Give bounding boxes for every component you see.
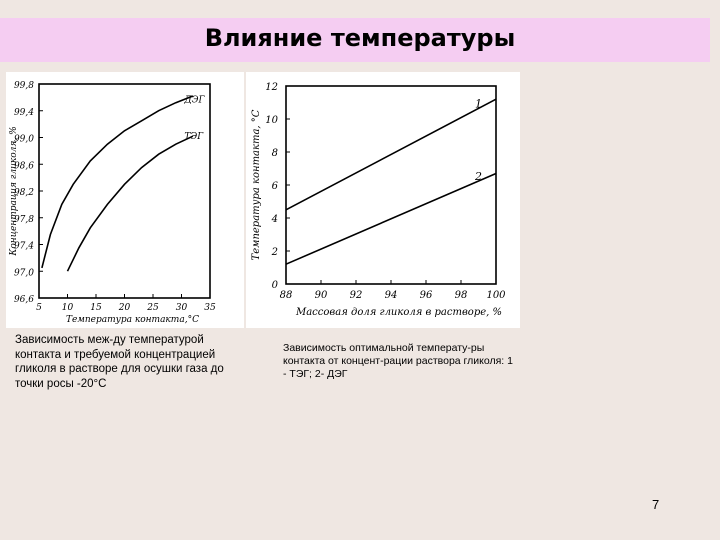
- series-label: ДЭГ: [183, 96, 205, 106]
- x-tick-label: 96: [420, 290, 433, 301]
- slide-title: Влияние температуры: [204, 24, 516, 52]
- y-tick-label: 97,4: [14, 242, 34, 252]
- y-tick-label: 4: [271, 214, 278, 225]
- right-caption: Зависимость оптимальной температу-ры кон…: [283, 342, 513, 380]
- x-tick-label: 30: [176, 303, 188, 313]
- y-tick-label: 98,2: [14, 188, 34, 198]
- y-tick-label: 99,0: [14, 135, 34, 145]
- plot-frame: [38, 83, 211, 299]
- y-tick-label: 12: [265, 82, 278, 93]
- series-line: [285, 172, 497, 265]
- series-line: [66, 135, 194, 272]
- x-tick-label: 20: [118, 303, 131, 313]
- x-tick-label: 92: [350, 290, 363, 301]
- x-axis-label: Массовая доля гликоля в растворе, %: [295, 307, 502, 318]
- y-tick-label: 97,0: [14, 268, 34, 278]
- x-tick-label: 90: [315, 290, 328, 301]
- x-tick-label: 25: [146, 303, 159, 313]
- y-tick-label: 97,8: [14, 215, 34, 225]
- y-axis-label: Концентрация гликоля, %: [9, 126, 19, 256]
- title-band: [0, 18, 710, 62]
- right-chart-panel: 88 90 92 94 96 98 100 0 2 4 6 8 10 12 Массовая доля гл…: [246, 72, 520, 328]
- x-tick-label: 94: [385, 290, 398, 301]
- y-tick-label: 0: [272, 280, 279, 291]
- y-tick-label: 10: [265, 115, 278, 126]
- y-axis-label: Температура контакта, °С: [251, 109, 262, 260]
- series-line: [41, 95, 194, 269]
- x-tick-label: 35: [204, 303, 216, 313]
- y-tick-label: 2: [271, 247, 278, 258]
- series-label: 2: [474, 170, 482, 183]
- y-tick-label: 8: [272, 148, 278, 159]
- x-tick-label: 98: [455, 290, 468, 301]
- x-tick-label: 88: [280, 290, 293, 301]
- left-caption: Зависимость меж-ду температурой контакта…: [15, 334, 224, 390]
- left-chart: 5 10 15 20 25 30 35 96,6 97,0 97,4 97,8 98,2 98,6 99,…: [9, 81, 216, 325]
- left-chart-panel: 5 10 15 20 25 30 35 96,6 97,0 97,4 97,8 98,2 98,6 99,…: [6, 72, 244, 328]
- x-tick-label: 5: [36, 303, 42, 313]
- x-tick-label: 10: [62, 303, 74, 313]
- y-tick-label: 98,6: [14, 161, 34, 171]
- x-axis-label: Температура контакта,°С: [66, 315, 199, 325]
- series-label: ТЭГ: [184, 132, 204, 142]
- series-label: 1: [475, 97, 482, 110]
- x-tick-label: 100: [486, 290, 506, 301]
- y-tick-label: 99,4: [14, 108, 34, 118]
- series-line: [285, 98, 497, 211]
- y-tick-label: 96,6: [14, 295, 34, 305]
- y-tick-label: 6: [272, 181, 279, 192]
- slide-number: 7: [652, 497, 660, 512]
- y-tick-label: 99,8: [14, 81, 34, 91]
- x-tick-label: 15: [90, 303, 102, 313]
